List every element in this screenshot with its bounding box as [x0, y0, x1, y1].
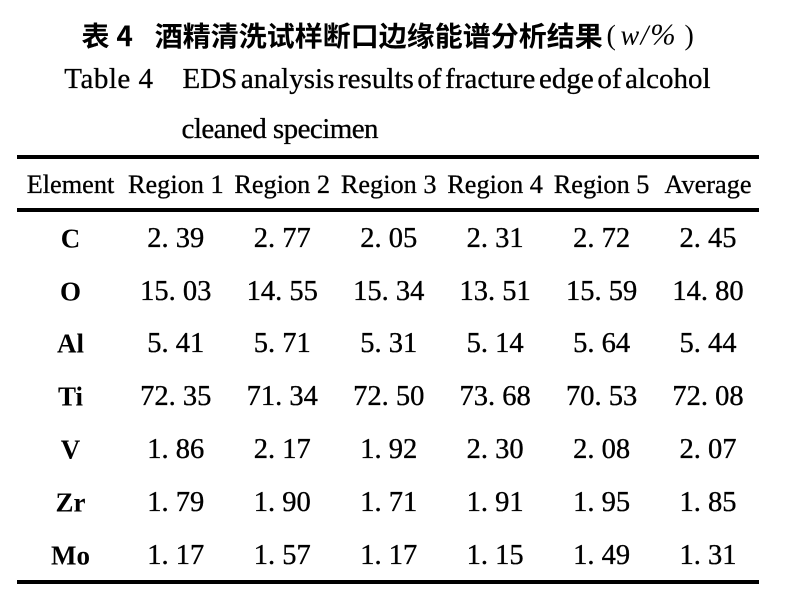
svg-text:(: (	[607, 21, 616, 52]
svg-text:): )	[685, 21, 694, 52]
svg-text:w/: w/	[621, 21, 651, 52]
svg-text:%: %	[650, 18, 675, 52]
